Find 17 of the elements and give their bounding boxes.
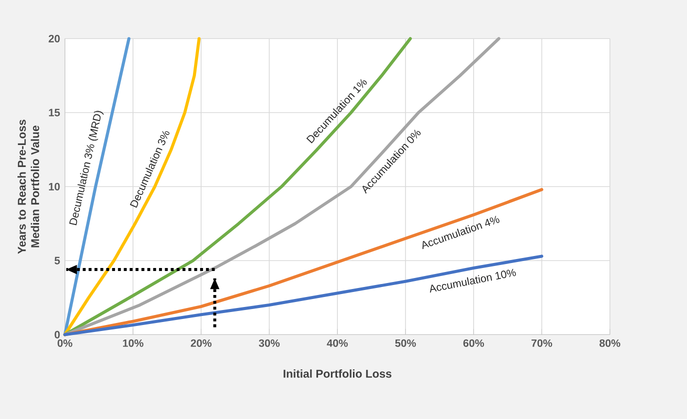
y-tick-label: 0 xyxy=(54,330,60,338)
x-tick-label: 20% xyxy=(190,339,212,347)
x-tick-label: 50% xyxy=(395,339,416,347)
x-tick-label: 60% xyxy=(463,339,484,347)
x-tick-label: 80% xyxy=(600,339,620,347)
x-tick-label: 0% xyxy=(58,339,72,347)
y-tick-label: 10 xyxy=(48,182,60,190)
y-tick-label: 20 xyxy=(48,34,60,42)
y-axis-title: Years to Reach Pre-Loss Median Portfolio Value xyxy=(17,120,40,254)
text: Accumulation 10% xyxy=(430,268,516,293)
y-tick-label: 5 xyxy=(54,256,60,264)
x-tick-label: 70% xyxy=(532,339,552,347)
x-tick-label: 40% xyxy=(326,339,348,347)
x-tick-label: 30% xyxy=(258,339,280,347)
x-tick-label: 10% xyxy=(123,339,144,347)
x-axis-title: Initial Portfolio Loss xyxy=(284,369,392,378)
y-tick-label: 15 xyxy=(48,108,60,116)
